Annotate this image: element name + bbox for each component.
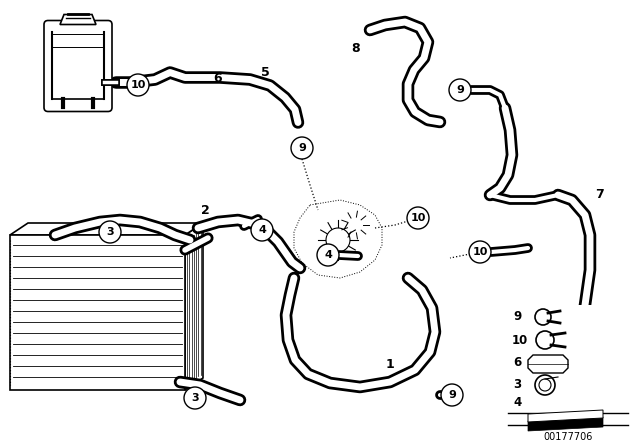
Polygon shape xyxy=(528,410,603,422)
Circle shape xyxy=(449,79,471,101)
Polygon shape xyxy=(10,235,185,390)
Circle shape xyxy=(536,331,554,349)
Polygon shape xyxy=(528,417,603,431)
Circle shape xyxy=(326,228,350,252)
Circle shape xyxy=(407,207,429,229)
Text: 00177706: 00177706 xyxy=(543,432,593,442)
Text: 4: 4 xyxy=(513,396,521,409)
Text: 4: 4 xyxy=(324,250,332,260)
Text: 5: 5 xyxy=(260,65,269,78)
Text: 8: 8 xyxy=(352,42,360,55)
Text: 9: 9 xyxy=(448,390,456,400)
Text: 2: 2 xyxy=(200,203,209,216)
Polygon shape xyxy=(528,355,568,373)
Text: 7: 7 xyxy=(596,189,604,202)
Text: 6: 6 xyxy=(513,356,521,369)
Circle shape xyxy=(317,244,339,266)
Text: 9: 9 xyxy=(513,310,521,323)
Circle shape xyxy=(291,137,313,159)
Text: 3: 3 xyxy=(191,393,199,403)
Text: 4: 4 xyxy=(258,225,266,235)
Text: 3: 3 xyxy=(106,227,114,237)
Circle shape xyxy=(535,375,555,395)
FancyBboxPatch shape xyxy=(44,21,112,112)
Circle shape xyxy=(127,74,149,96)
Polygon shape xyxy=(60,14,96,25)
Circle shape xyxy=(539,379,551,391)
Text: 10: 10 xyxy=(410,213,426,223)
Polygon shape xyxy=(185,223,203,390)
Text: 9: 9 xyxy=(298,143,306,153)
Text: 10: 10 xyxy=(472,247,488,257)
Circle shape xyxy=(184,387,206,409)
Text: 9: 9 xyxy=(456,85,464,95)
Circle shape xyxy=(469,241,491,263)
Polygon shape xyxy=(10,223,203,235)
Text: 10: 10 xyxy=(131,80,146,90)
Circle shape xyxy=(441,384,463,406)
Text: 6: 6 xyxy=(214,72,222,85)
Circle shape xyxy=(251,219,273,241)
Text: 10: 10 xyxy=(512,333,528,346)
Circle shape xyxy=(535,309,551,325)
Polygon shape xyxy=(508,305,628,425)
Circle shape xyxy=(99,221,121,243)
Text: 1: 1 xyxy=(386,358,394,371)
Polygon shape xyxy=(294,200,382,278)
Text: 3: 3 xyxy=(513,379,521,392)
